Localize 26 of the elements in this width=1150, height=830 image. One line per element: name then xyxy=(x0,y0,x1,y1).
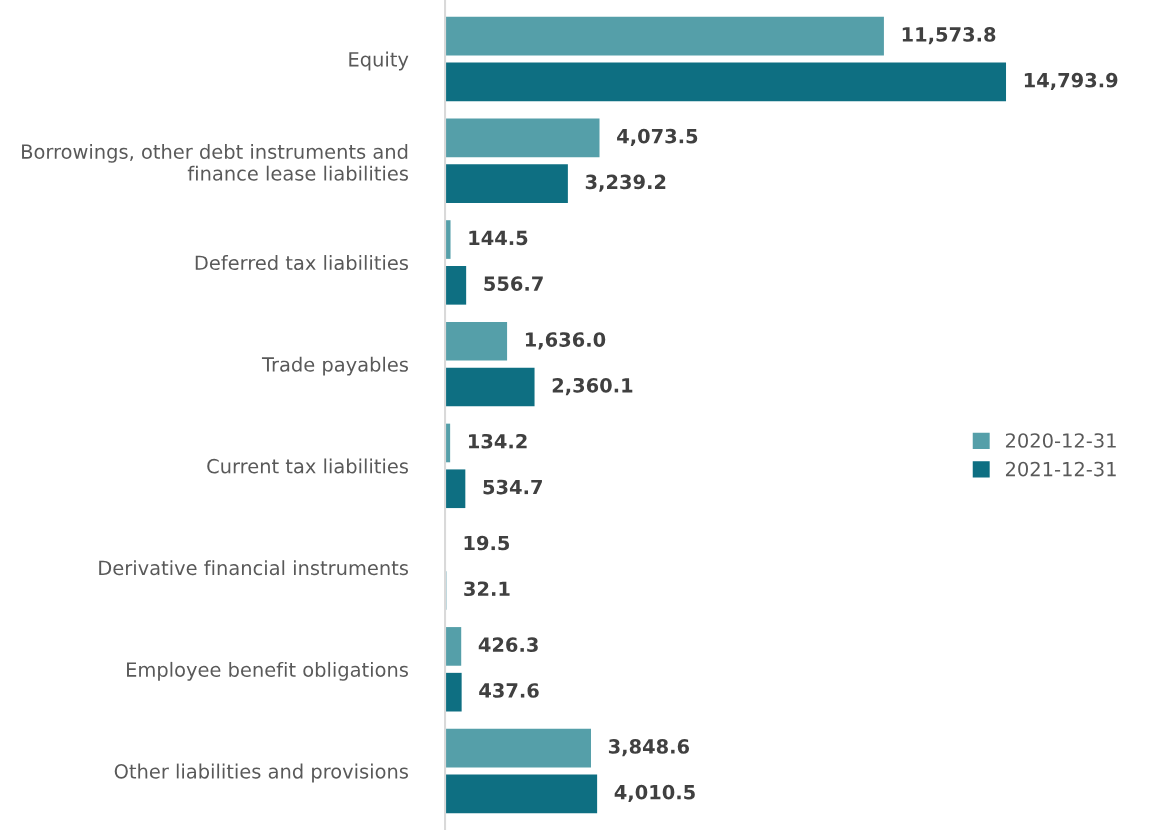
data-label: 134.2 xyxy=(469,433,527,449)
data-label: 3,239.2 xyxy=(585,174,666,192)
y-tick-label: Other liabilities and provisions xyxy=(114,763,408,783)
legend-label: 2021-12-31 xyxy=(1005,461,1116,477)
legend-label: 2020-12-31 xyxy=(1005,433,1116,448)
data-label: 426.3 xyxy=(478,637,538,653)
data-label: 144.5 xyxy=(469,230,528,246)
y-tick-label: Deferred tax liabilities xyxy=(195,255,408,271)
data-label: 437.6 xyxy=(479,683,539,698)
data-label: 1,636.0 xyxy=(525,332,606,350)
y-tick-label: Current tax liabilities xyxy=(207,458,408,474)
y-tick-label: Borrowings, other debt instruments and finance lease liabilities xyxy=(22,143,408,181)
data-label: 3,848.6 xyxy=(608,739,690,757)
data-label: 4,073.5 xyxy=(617,128,698,146)
y-tick-label: Equity xyxy=(349,51,409,71)
y-tick-label: Derivative financial instruments xyxy=(99,560,408,576)
data-label: 14,793.9 xyxy=(1024,72,1118,91)
y-tick-label: Employee benefit obligations xyxy=(127,661,408,681)
data-label: 4,010.5 xyxy=(614,784,695,803)
data-label: 556.7 xyxy=(484,276,543,291)
data-label: 2,360.1 xyxy=(552,377,633,396)
data-label: 32.1 xyxy=(464,581,510,597)
data-label: 11,573.8 xyxy=(902,27,996,45)
data-label: 19.5 xyxy=(464,535,510,551)
y-tick-label: Trade payables xyxy=(261,356,408,376)
data-label: 534.7 xyxy=(483,479,542,495)
